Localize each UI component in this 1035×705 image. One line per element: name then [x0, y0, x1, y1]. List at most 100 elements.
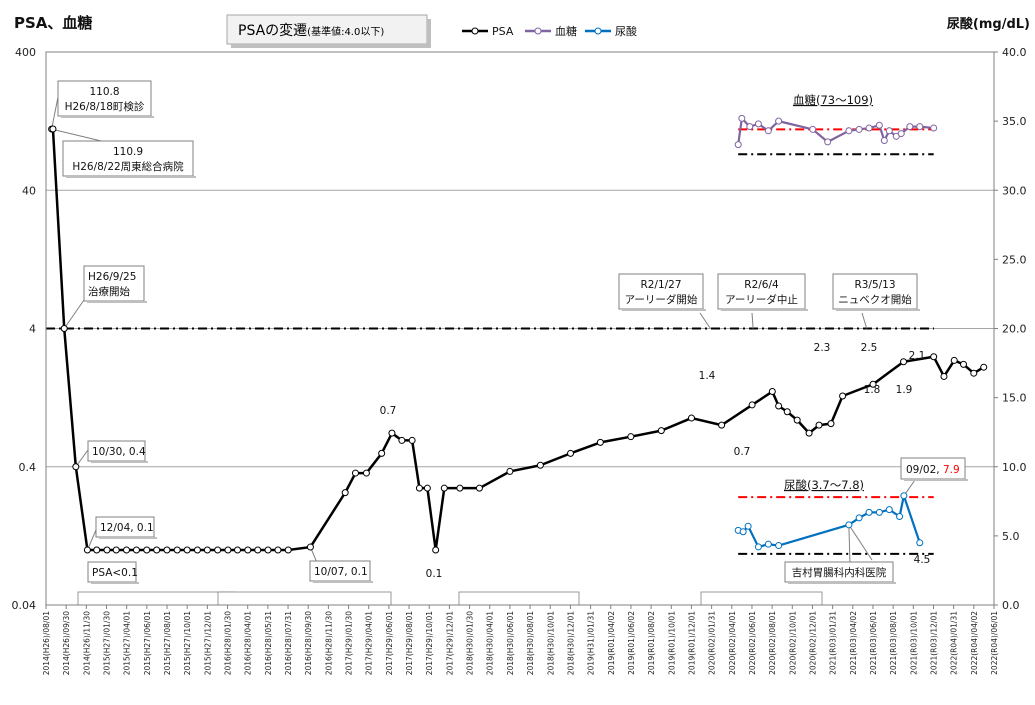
x-tick-label: 2018(H30)/12/01 — [566, 611, 575, 675]
left-y-tick-label: 0.4 — [19, 461, 37, 474]
psa-point — [254, 546, 262, 554]
glucose-point — [880, 136, 888, 144]
psa-point — [475, 484, 483, 492]
annotation-r2-6-4-box — [717, 273, 806, 310]
value-label: 0.7 — [734, 446, 751, 458]
uric-acid-point — [900, 492, 908, 500]
left-y-tick-label: 4 — [29, 323, 36, 336]
annotation-leader — [51, 96, 59, 130]
x-tick-label: 2015(H27)/04/01 — [123, 611, 132, 675]
x-tick-label: 2016(H28)/11/30 — [324, 611, 333, 675]
annotation-10-30-shadow — [91, 461, 148, 463]
glucose-point — [746, 123, 754, 131]
annotation-leader — [848, 524, 851, 566]
x-tick-label: 2019(H31)/01/31 — [587, 611, 596, 675]
left-y-tick-label: 400 — [15, 46, 36, 59]
glucose-point — [885, 127, 893, 135]
annotation-r2-6-4-text: R2/6/4 — [744, 279, 779, 291]
annotation-h26-8-22-shadow — [66, 176, 196, 178]
psa-point — [306, 543, 314, 551]
annotation-treatment-start-box — [83, 265, 145, 302]
glucose-point — [930, 124, 938, 132]
glucose-point — [916, 123, 924, 131]
psa-point — [83, 546, 91, 554]
blank-box — [700, 591, 823, 606]
x-tick-label: 2017(H29)/06/01 — [385, 611, 394, 675]
x-tick-label: 2018(H30)/04/01 — [486, 611, 495, 675]
annotation-h26-8-22-box — [62, 140, 194, 177]
psa-point — [960, 360, 968, 368]
x-tick-label: 2016(H28)/01/30 — [224, 611, 233, 675]
annotation-r2-1-27-box — [618, 273, 704, 310]
psa-point — [783, 408, 791, 416]
svg-text:PSAの変遷(基準値:4.0以下): PSAの変遷(基準値:4.0以下) — [238, 22, 384, 39]
x-tick-label: 2017(H29)/10/01 — [425, 611, 434, 675]
value-label: 2.3 — [814, 342, 831, 354]
psa-point — [423, 484, 431, 492]
psa-point — [244, 546, 252, 554]
annotation-leader — [861, 312, 868, 329]
psa-point — [351, 469, 359, 477]
x-tick-label: 2017(H29)/08/01 — [405, 611, 414, 675]
annotation-10-07-shadow — [313, 581, 373, 583]
annotation-12-04-shadow — [99, 537, 157, 539]
uric-acid-point — [875, 508, 883, 516]
annotation-h26-8-18-shadow — [61, 116, 154, 118]
x-tick-label: 2021(R03)/08/01 — [889, 611, 898, 675]
psa-point — [456, 484, 464, 492]
psa-point — [805, 429, 813, 437]
blank-box — [77, 591, 235, 606]
x-tick-label: 2018(H30)/10/01 — [546, 611, 555, 675]
annotation-r2-1-27-text: アーリーダ開始 — [625, 293, 698, 306]
psa-point — [203, 546, 211, 554]
annotation-r3-5-13-text: R3/5/13 — [854, 279, 895, 291]
chart-subtitle: (基準値:4.0以下) — [307, 25, 384, 38]
annotation-leader — [86, 529, 97, 551]
glucose-point — [754, 120, 762, 128]
glucose-point — [775, 117, 783, 125]
glucose-point — [824, 138, 832, 146]
x-tick-label: 2015(H27)/08/01 — [163, 611, 172, 675]
right-y-tick-label: 5.0 — [1002, 530, 1020, 543]
x-tick-label: 2018(H30)/08/01 — [526, 611, 535, 675]
uric-acid-point — [775, 542, 783, 550]
legend-label-glucose: 血糖 — [555, 24, 577, 38]
uric-acid-point — [855, 514, 863, 522]
psa-point — [378, 449, 386, 457]
psa-point — [950, 356, 958, 364]
annotation-h26-8-22-text: H26/8/22周東総合病院 — [72, 160, 184, 173]
psa-point — [388, 429, 396, 437]
annotation-uric-peak-text: 09/02, 7.9 — [906, 464, 960, 476]
annotation-r2-6-4-shadow — [721, 309, 808, 311]
annotation-leader — [699, 312, 711, 329]
psa-point — [193, 546, 201, 554]
psa-point — [163, 546, 171, 554]
glucose-point — [734, 141, 742, 149]
x-tick-label: 2019(R01)/08/02 — [647, 611, 656, 675]
psa-point — [415, 484, 423, 492]
psa-point — [408, 436, 416, 444]
annotation-r2-1-27-shadow — [622, 309, 706, 311]
right-y-tick-label: 25.0 — [1002, 253, 1027, 266]
psa-point — [341, 489, 349, 497]
x-tick-label: 2014(H26)/11/30 — [82, 611, 91, 675]
psa-point — [274, 546, 282, 554]
psa-point — [657, 427, 665, 435]
uric-acid-point — [739, 528, 747, 536]
psa-line — [51, 127, 985, 552]
glucose-point — [764, 127, 772, 135]
x-tick-label: 2021(R03)/10/01 — [909, 611, 918, 675]
psa-point — [49, 125, 57, 133]
annotation-r2-1-27-text: R2/1/27 — [640, 279, 681, 291]
x-tick-label: 2019(R01)/06/02 — [627, 611, 636, 675]
x-tick-label: 2017(H29)/01/30 — [345, 611, 354, 675]
x-tick-label: 2016(H28)/04/01 — [244, 611, 253, 675]
psa-point — [234, 546, 242, 554]
left-y-tick-label: 0.04 — [12, 599, 37, 612]
x-tick-label: 2017(H29)/04/01 — [365, 611, 374, 675]
x-tick-label: 2019(R01)/10/01 — [667, 611, 676, 675]
x-tick-label: 2016(H28)/09/30 — [304, 611, 313, 675]
value-label: 1.4 — [699, 370, 716, 382]
left-y-tick-label: 40 — [22, 184, 36, 197]
